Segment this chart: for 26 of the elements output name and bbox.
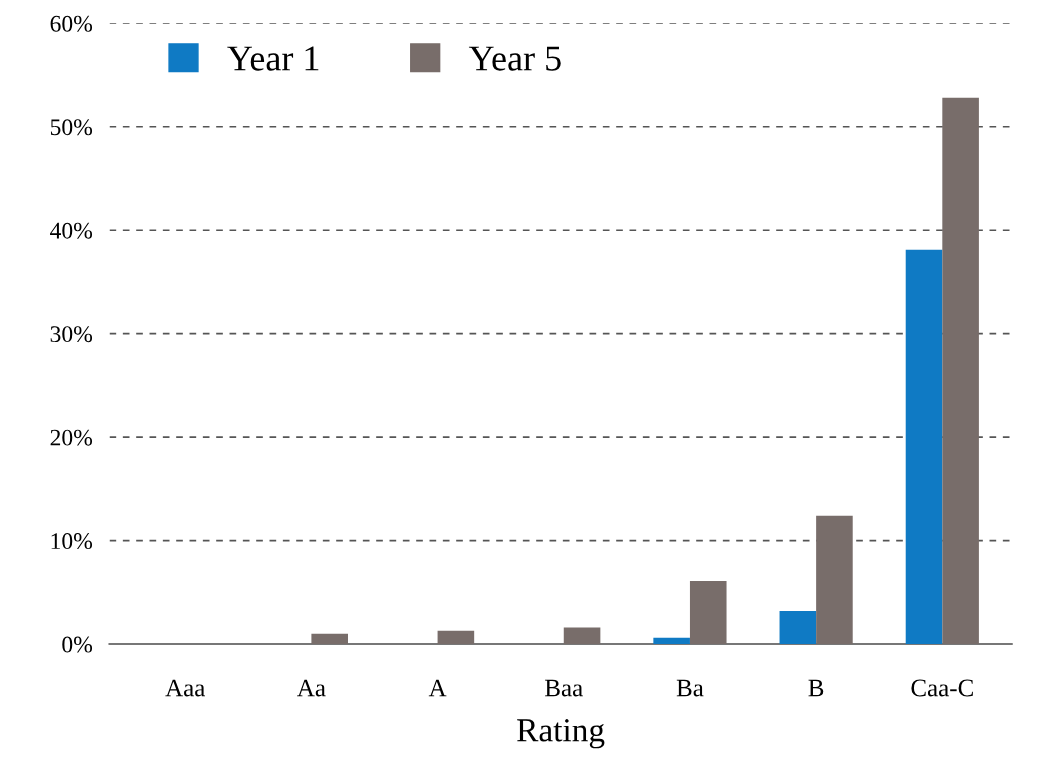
legend-label: Year 5 (468, 46, 561, 71)
y-tick-label: 50% (50, 119, 93, 136)
legend-label: Year 1 (227, 46, 319, 71)
bar (816, 515, 853, 645)
x-tick-label: A (428, 679, 447, 697)
bar (942, 97, 979, 645)
y-tick-label: 60% (50, 15, 93, 32)
bar (437, 630, 475, 645)
bar (653, 637, 690, 645)
y-tick-label: 40% (50, 222, 93, 239)
x-tick-label: Caa-C (911, 679, 973, 697)
x-tick-label: Ba (676, 679, 704, 697)
x-tick-label: B (808, 679, 824, 697)
y-tick-label: 30% (50, 326, 93, 343)
y-tick-label: 20% (50, 429, 93, 446)
bar (779, 610, 817, 645)
bar (689, 580, 727, 645)
bar (311, 633, 348, 645)
x-axis-title: Rating (517, 719, 605, 749)
bar (905, 249, 943, 645)
bar (563, 627, 601, 645)
y-tick-label: 0% (62, 636, 93, 653)
x-tick-label: Aa (297, 679, 326, 697)
y-tick-label: 10% (51, 533, 93, 550)
x-tick-label: Baa (545, 679, 583, 697)
x-tick-label: Aaa (165, 679, 205, 697)
